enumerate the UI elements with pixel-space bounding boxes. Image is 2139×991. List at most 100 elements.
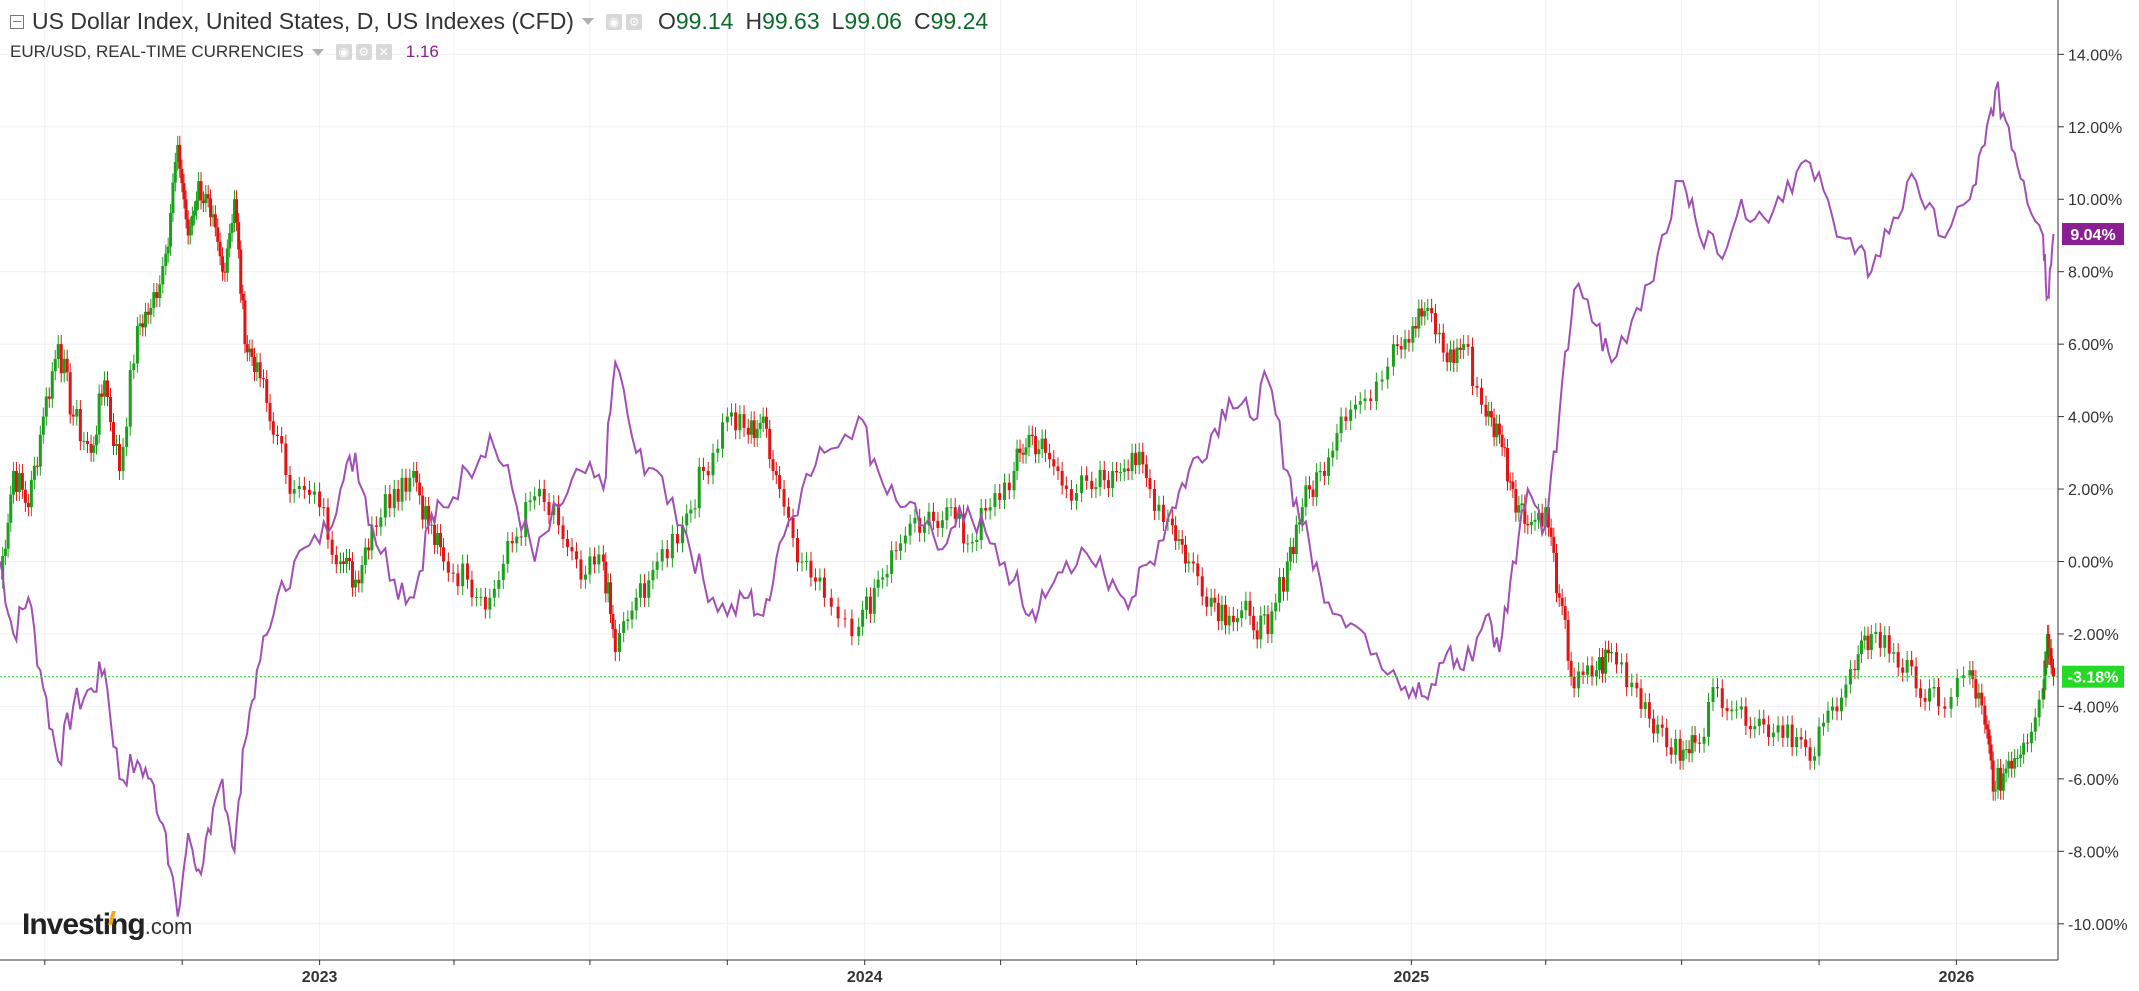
candle (872, 578, 876, 623)
candle (542, 479, 546, 512)
candle (1209, 588, 1213, 616)
candle (11, 461, 15, 504)
candle (192, 201, 196, 225)
candle (1753, 717, 1757, 739)
candle (1420, 299, 1424, 326)
candle (979, 498, 983, 550)
candle (1240, 601, 1244, 628)
series-menu-chevron-icon[interactable] (581, 18, 594, 25)
candle (1883, 626, 1887, 657)
candle (647, 571, 651, 607)
candle (1937, 677, 1941, 716)
x-axis[interactable]: Jun 2023 2024 2025 2026 (0, 960, 1974, 986)
candle (988, 498, 992, 520)
candle (738, 405, 742, 440)
candle (1213, 588, 1217, 612)
candle (350, 552, 354, 597)
visibility-eye-icon[interactable]: ◉ (605, 13, 622, 30)
ohlc-open-value: 99.14 (675, 8, 734, 34)
candle (1414, 316, 1418, 338)
candle (412, 461, 416, 487)
candle (421, 486, 425, 529)
candle (206, 185, 210, 208)
candle (1495, 414, 1499, 447)
compare-series-title[interactable]: EUR/USD, REAL-TIME CURRENCIES (10, 42, 304, 61)
ohlc-open-key: O (657, 8, 676, 34)
candle (1991, 751, 1995, 801)
candle (868, 587, 872, 623)
candle (774, 462, 778, 485)
candle (169, 203, 173, 256)
candle (1262, 605, 1266, 625)
candle (2043, 651, 2047, 700)
main-series-legend[interactable]: US Dollar Index, United States, D, US In… (10, 8, 988, 35)
candle (38, 425, 42, 476)
candle (1196, 554, 1200, 586)
candle (1184, 535, 1188, 573)
candle (1200, 567, 1204, 606)
candle (528, 491, 532, 512)
remove-compare-close-icon[interactable]: ✕ (375, 44, 392, 60)
candle (265, 370, 269, 412)
candle (252, 347, 256, 382)
main-series-title[interactable]: US Dollar Index, United States, D, US In… (32, 8, 574, 34)
candle (1043, 429, 1047, 462)
candle (326, 498, 330, 549)
candle (984, 498, 988, 520)
candle (292, 480, 296, 503)
candle (1102, 460, 1106, 490)
candle (557, 495, 561, 535)
y-axis[interactable]: 14.00% 12.00% 10.00% 8.00% 6.00% 4.00% 2.00% 0.… (2058, 47, 2128, 934)
candle (75, 399, 79, 426)
candle (1980, 683, 1984, 715)
compare-menu-chevron-icon[interactable] (311, 48, 324, 56)
candle (112, 413, 116, 456)
candle (239, 240, 243, 303)
candle (1122, 459, 1126, 481)
candle (1985, 715, 1989, 739)
ohlc-high-value: 99.63 (762, 8, 820, 34)
candle (1517, 496, 1521, 522)
settings-gear-icon[interactable]: ⚙ (625, 13, 642, 30)
compare-series-legend[interactable]: EUR/USD, REAL-TIME CURRENCIES ◉ ⚙ ✕ 1.16 (10, 42, 439, 62)
candle (1475, 376, 1479, 397)
candle (850, 609, 854, 646)
candle (313, 482, 317, 504)
candle (746, 418, 750, 444)
candle (1307, 476, 1311, 499)
candle (1259, 606, 1263, 649)
candle (881, 568, 885, 589)
candle (693, 499, 697, 519)
candle (47, 387, 51, 408)
compare-settings-gear-icon[interactable]: ⚙ (355, 44, 372, 60)
candle (1018, 439, 1022, 462)
candle (2007, 751, 2011, 778)
compare-visibility-eye-icon[interactable]: ◉ (335, 44, 352, 60)
candle (1335, 424, 1339, 460)
candle (1417, 299, 1421, 338)
candle (1866, 626, 1870, 660)
candle (1790, 715, 1794, 757)
candle (1015, 439, 1019, 480)
candle (857, 617, 861, 646)
candle (430, 515, 434, 535)
candle (182, 174, 186, 209)
candle (818, 568, 822, 591)
candle (752, 411, 756, 448)
candle (424, 497, 428, 529)
candle (461, 554, 465, 596)
candle (302, 476, 306, 499)
candle (1484, 395, 1488, 426)
candle (643, 574, 647, 607)
candle (861, 600, 865, 636)
candle (601, 545, 605, 571)
candle (1391, 335, 1395, 376)
candle (970, 532, 974, 553)
candle (998, 484, 1002, 510)
collapse-legend-icon[interactable] (10, 14, 24, 29)
candle (1526, 514, 1530, 535)
candle (1452, 340, 1456, 373)
candle (143, 302, 147, 337)
candle (1720, 679, 1724, 718)
